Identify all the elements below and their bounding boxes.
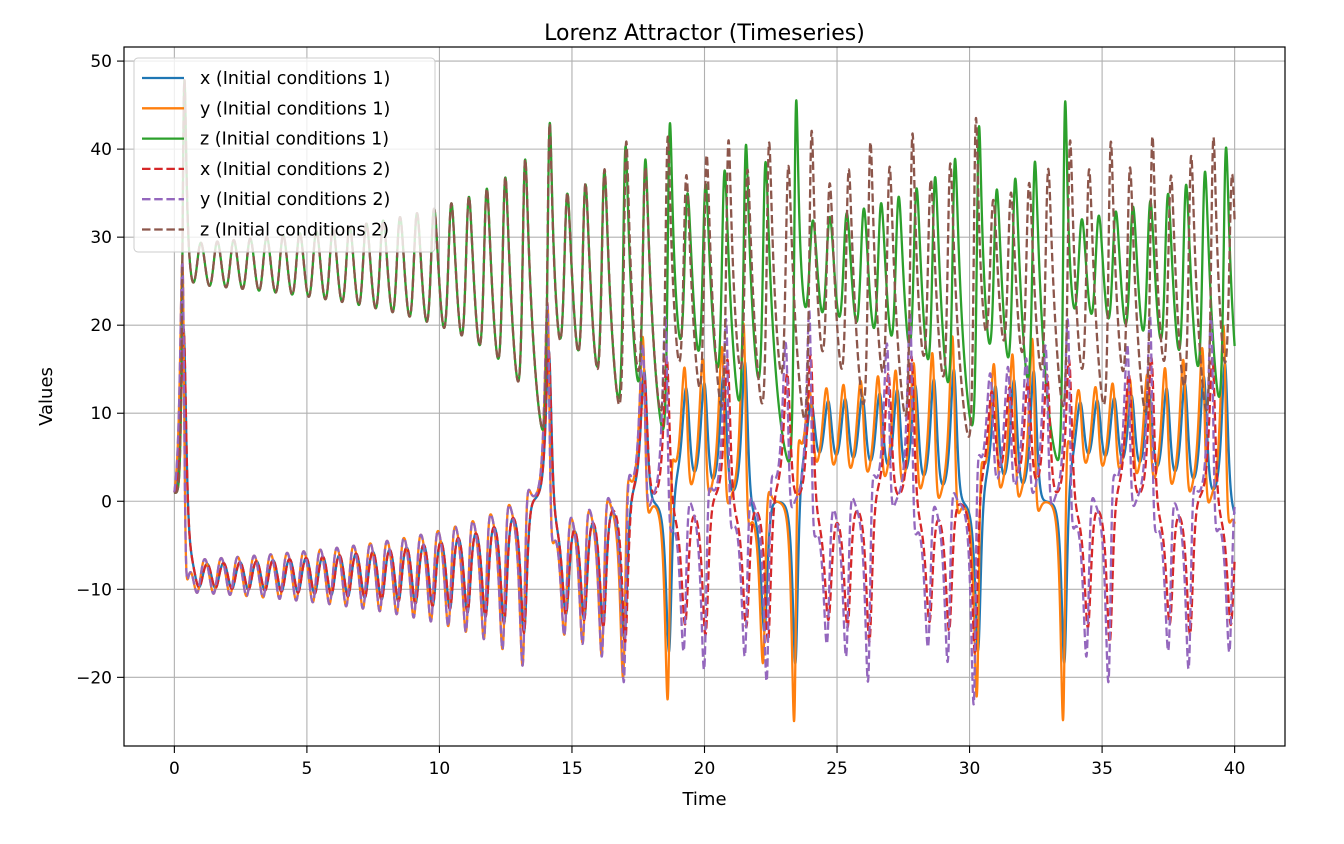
x-tick-label: 25 <box>826 759 848 779</box>
y-tick-label: 0 <box>101 492 112 512</box>
x-tick-label: 10 <box>429 759 451 779</box>
series-line-x-2 <box>173 327 1236 656</box>
y-tick-label: −20 <box>76 668 112 688</box>
x-tick-label: 15 <box>561 759 583 779</box>
x-tick-label: 5 <box>301 759 312 779</box>
y-tick-label: 20 <box>90 316 112 336</box>
legend-label: x (Initial conditions 2) <box>200 160 390 180</box>
y-axis-ticks: −20 −10 0 10 20 30 40 50 <box>76 52 124 688</box>
legend-label: z (Initial conditions 1) <box>200 130 389 150</box>
x-axis-label: Time <box>681 789 726 810</box>
y-tick-label: 50 <box>90 52 112 72</box>
y-axis-label: Values <box>36 367 57 426</box>
y-tick-label: 10 <box>90 404 112 424</box>
x-tick-label: 0 <box>169 759 180 779</box>
legend-label: z (Initial conditions 2) <box>200 221 389 241</box>
series-line-y-2 <box>173 260 1236 706</box>
x-tick-label: 40 <box>1224 759 1246 779</box>
legend: x (Initial conditions 1) y (Initial condi… <box>133 57 436 253</box>
y-tick-label: 30 <box>90 228 112 248</box>
x-tick-label: 35 <box>1091 759 1113 779</box>
series-lines <box>173 78 1236 723</box>
chart-title: Lorenz Attractor (Timeseries) <box>544 21 865 46</box>
legend-label: y (Initial conditions 2) <box>200 190 390 210</box>
x-tick-label: 20 <box>694 759 716 779</box>
y-tick-label: −10 <box>76 580 112 600</box>
legend-label: x (Initial conditions 1) <box>200 69 390 89</box>
x-tick-label: 30 <box>959 759 981 779</box>
legend-label: y (Initial conditions 1) <box>200 99 390 119</box>
y-tick-label: 40 <box>90 140 112 160</box>
legend-frame <box>133 57 436 253</box>
series-line-z-2 <box>173 78 1236 494</box>
x-axis-ticks: 0 5 10 15 20 25 30 35 40 <box>169 746 1246 779</box>
